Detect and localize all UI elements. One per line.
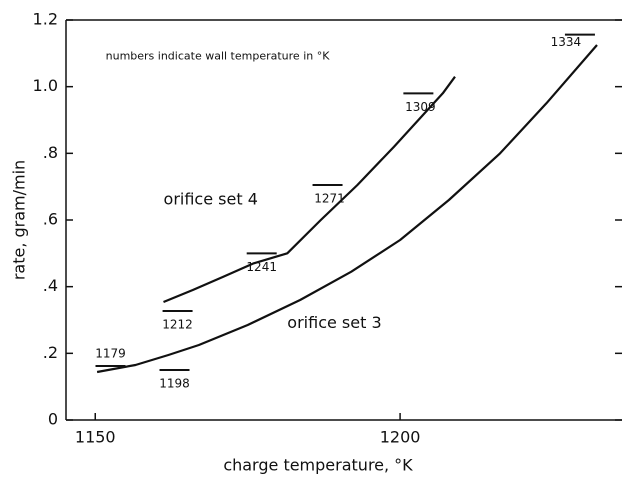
y-axis-label: rate, gram/min [10, 160, 29, 280]
y-tick-label: .8 [43, 143, 58, 162]
wall-mark-label: 1309 [405, 100, 436, 114]
wall-mark-label: 1179 [95, 347, 126, 361]
wall-mark-label: 1212 [162, 318, 193, 332]
y-tick-label: .2 [43, 343, 58, 362]
x-axis-label: charge temperature, °K [223, 456, 413, 475]
y-tick-label: 1.0 [33, 76, 58, 95]
y-tick-label: .6 [43, 210, 58, 229]
line [96, 44, 598, 374]
x-tick-label: 1200 [380, 428, 421, 447]
x-tick-label: 1150 [75, 428, 116, 447]
annotation: orifice set 4 [164, 190, 258, 209]
wall-mark-label: 1198 [159, 377, 190, 391]
annotation: orifice set 3 [287, 313, 381, 332]
y-tick-label: .4 [43, 276, 58, 295]
annotation: numbers indicate wall temperature in °K [106, 50, 331, 63]
y-tick-label: 1.2 [33, 10, 58, 29]
wall-mark-label: 1271 [314, 192, 345, 206]
line [163, 76, 456, 304]
wall-mark-label: 1241 [246, 260, 277, 274]
wall-mark-label: 1334 [551, 35, 582, 49]
y-tick-label: 0 [48, 410, 58, 429]
